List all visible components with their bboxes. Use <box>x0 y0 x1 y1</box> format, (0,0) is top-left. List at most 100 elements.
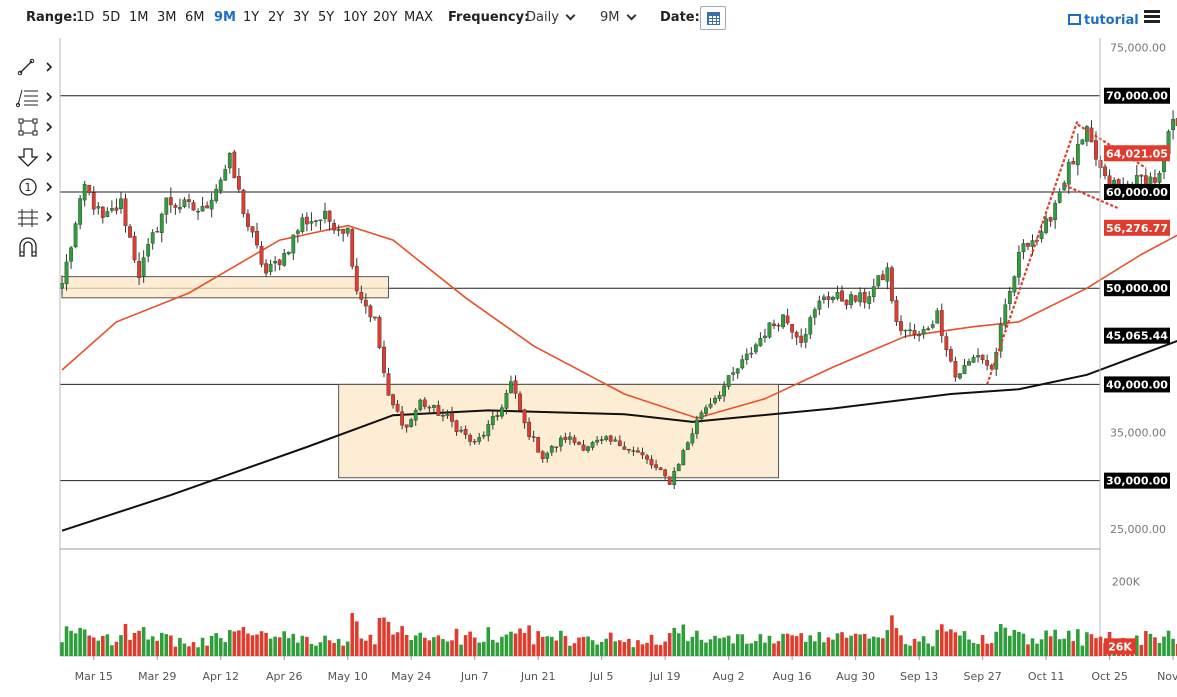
candle-up <box>218 179 223 192</box>
candle-up <box>60 283 64 289</box>
candle-down <box>277 259 282 266</box>
candle-down <box>205 205 210 209</box>
range-5y[interactable]: 5Y <box>318 10 335 25</box>
range-3y[interactable]: 3Y <box>293 10 310 25</box>
candle-down <box>332 222 336 231</box>
volume-bar <box>799 633 804 656</box>
tutorial-link[interactable]: tutorial <box>1068 13 1139 28</box>
candle-up <box>477 437 482 442</box>
candle-down <box>454 420 459 432</box>
candle-up <box>105 211 110 217</box>
volume-bar <box>980 635 985 656</box>
candle-up <box>73 223 78 248</box>
period-select[interactable]: 9M <box>600 10 636 25</box>
range-1d[interactable]: 1D <box>76 10 95 25</box>
candle-up <box>962 365 967 375</box>
volume-bar <box>817 632 822 656</box>
volume-bar <box>912 638 917 656</box>
volume-bar <box>1157 642 1162 656</box>
range-2y[interactable]: 2Y <box>268 10 285 25</box>
arrow-tool-button[interactable] <box>14 146 54 168</box>
volume-bar <box>191 642 196 656</box>
volume-bar <box>73 633 78 656</box>
candle-up <box>314 220 318 222</box>
candle-down <box>391 394 395 406</box>
range-6m[interactable]: 6M <box>185 10 205 25</box>
volume-bar <box>164 634 169 656</box>
volume-bar <box>758 634 763 656</box>
pattern-trendline <box>986 119 1079 385</box>
volume-bar <box>336 638 341 656</box>
volume-bar <box>1144 631 1148 656</box>
price-label-badge <box>1104 376 1170 393</box>
volume-bar <box>735 634 740 656</box>
date-picker-button[interactable] <box>700 6 726 30</box>
candle-down <box>649 458 654 466</box>
volume-bar <box>354 621 359 656</box>
period-value: 9M <box>600 10 620 25</box>
price-tick-label: 70,000.00 <box>1106 90 1168 103</box>
candle-up <box>69 247 73 262</box>
price-tick-label: 35,000.00 <box>1110 427 1166 440</box>
date-axis: Mar 15 Mar 29 Apr 12 Apr 26 May 10 May 24 Jun … <box>75 656 1177 683</box>
candle-down <box>985 360 990 366</box>
line-tool-button[interactable] <box>14 56 54 78</box>
candle-up <box>631 450 636 452</box>
frequency-value: Daily <box>526 10 559 25</box>
candle-down <box>944 336 949 351</box>
candle-down <box>91 192 96 210</box>
magnet-button[interactable] <box>14 236 54 258</box>
volume-bar <box>486 627 491 656</box>
candle-up <box>300 217 305 232</box>
candle-up <box>835 292 840 299</box>
volume-bar <box>722 637 726 656</box>
candle-down <box>645 455 649 460</box>
range-3m[interactable]: 3M <box>157 10 177 25</box>
candle-down <box>572 437 577 443</box>
candle-up <box>286 251 291 255</box>
candle-down <box>472 441 477 443</box>
candle-up <box>744 353 749 360</box>
range-5d[interactable]: 5D <box>102 10 121 25</box>
volume-bar <box>1008 635 1012 656</box>
fibonacci-tool-button[interactable] <box>14 86 54 108</box>
range-20y[interactable]: 20Y <box>373 10 398 25</box>
candle-up <box>291 234 296 254</box>
volume-bar <box>695 630 699 656</box>
candle-up <box>1066 162 1071 185</box>
frequency-select[interactable]: Daily <box>526 10 576 25</box>
candle-up <box>431 405 436 408</box>
price-label-badge <box>1104 280 1170 297</box>
candle-up <box>499 407 504 417</box>
volume-bar <box>1071 641 1076 656</box>
date-tick-label: Aug 16 <box>773 670 812 683</box>
volume-bar <box>1085 632 1089 656</box>
volume-bar <box>141 627 146 656</box>
hamburger-menu-icon[interactable] <box>1144 10 1160 24</box>
range-1y[interactable]: 1Y <box>243 10 260 25</box>
date-tick-label: Aug 30 <box>836 670 875 683</box>
volume-bar <box>169 635 173 656</box>
candle-up <box>849 294 853 306</box>
candle-up <box>282 253 287 266</box>
range-9m[interactable]: 9M <box>214 10 236 25</box>
rectangle-tool-button[interactable] <box>14 116 54 138</box>
range-10y[interactable]: 10Y <box>343 10 368 25</box>
candle-down <box>840 290 844 302</box>
volume-bar <box>994 631 999 656</box>
volume-bar <box>1098 636 1103 656</box>
pattern-tool-button[interactable] <box>14 206 54 228</box>
date-tick-label: May 24 <box>391 670 431 683</box>
range-max[interactable]: MAX <box>404 10 434 25</box>
candle-up <box>817 300 822 310</box>
chart-frame <box>59 38 1101 657</box>
volume-bar <box>91 637 96 656</box>
count-tool-button[interactable]: 1 <box>14 176 54 198</box>
candle-up <box>921 329 926 335</box>
volume-bar <box>649 634 654 656</box>
range-1m[interactable]: 1M <box>129 10 149 25</box>
volume-bar <box>1080 645 1085 656</box>
candle-down <box>259 245 264 265</box>
volume-bar <box>445 641 450 656</box>
